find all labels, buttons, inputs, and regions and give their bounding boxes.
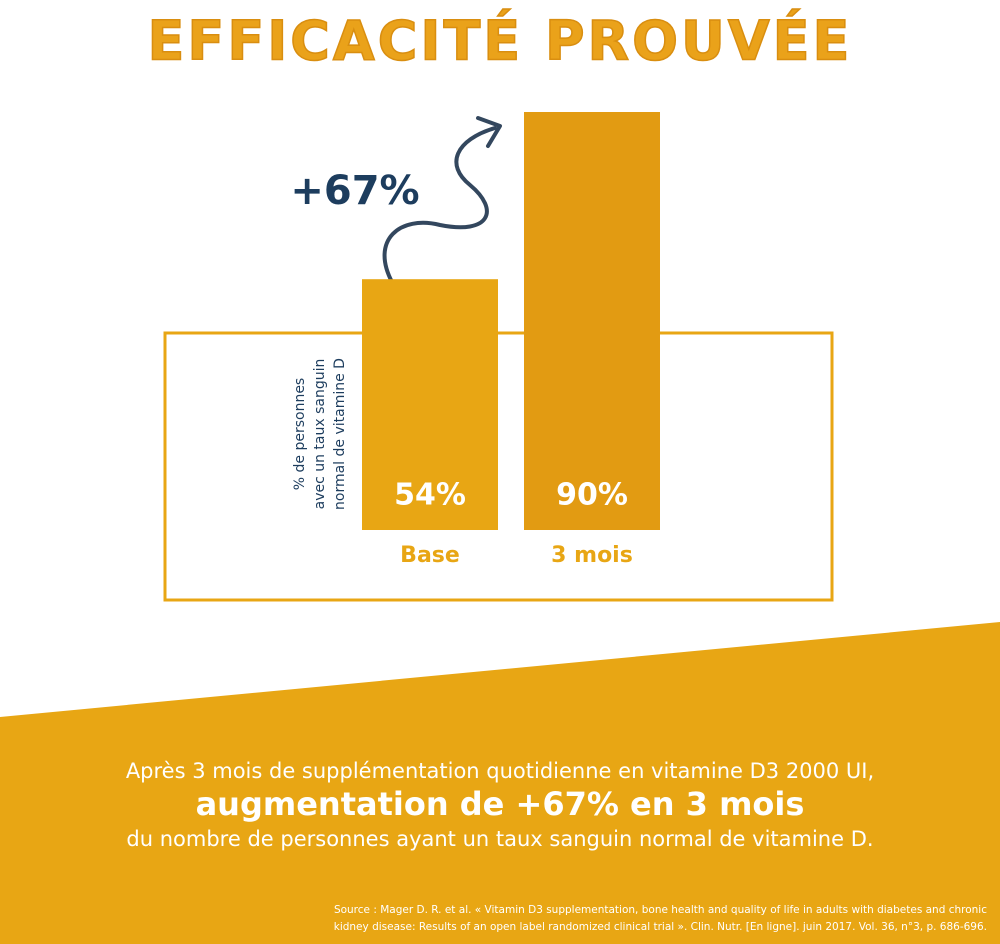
value-label: 54% xyxy=(394,478,466,513)
source: Source : Mager D. R. et al. « Vitamin D3… xyxy=(334,904,987,916)
source: kidney disease: Results of an open label… xyxy=(334,921,987,933)
x-tick-label: 3 mois xyxy=(551,543,633,568)
frame xyxy=(163,331,834,602)
footer-line: du nombre de personnes ayant un taux san… xyxy=(126,827,873,851)
arrow-head xyxy=(476,116,502,148)
x-tick-label: Base xyxy=(400,543,460,568)
footer-band xyxy=(0,622,1000,944)
arrow xyxy=(382,126,497,284)
bar xyxy=(362,279,498,530)
bar xyxy=(524,112,660,530)
y-label: avec un taux sanguin xyxy=(312,359,328,510)
annotation: +67% xyxy=(290,168,419,214)
footer-line: Après 3 mois de supplémentation quotidie… xyxy=(126,759,874,783)
y-label: % de personnes xyxy=(292,378,308,490)
footer-headline: augmentation de +67% en 3 mois xyxy=(196,785,805,823)
value-label: 90% xyxy=(556,478,628,513)
chart-title: EFFICACITÉ PROUVÉE xyxy=(148,10,853,73)
y-label: normal de vitamine D xyxy=(332,358,348,510)
